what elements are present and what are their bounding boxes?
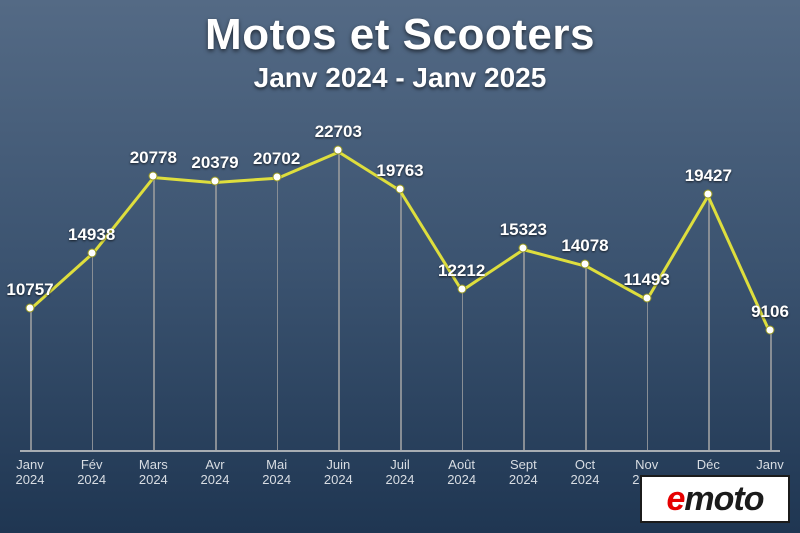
data-point [704,189,713,198]
data-point [149,171,158,180]
dropline [523,248,525,450]
x-axis-label: Sept2024 [509,458,538,488]
data-point [334,146,343,155]
chart-baseline [20,450,780,452]
dropline [215,181,217,450]
dropline [770,330,772,450]
logo-suffix: moto [684,480,763,519]
value-label: 11493 [623,270,669,290]
dropline [30,308,32,450]
line-chart: 10757 14938 20778 20379 20702 22703 19763 12212… [0,120,800,460]
value-label: 9106 [751,302,789,322]
dropline [338,150,340,450]
value-label: 19763 [376,161,423,181]
x-axis-label: Juil2024 [386,458,415,488]
value-label: 20778 [130,148,177,168]
x-axis-label: Mars2024 [139,458,168,488]
value-label: 19427 [685,166,732,186]
value-label: 14938 [68,225,115,245]
dropline [647,298,649,450]
value-label: 20702 [253,149,300,169]
x-axis-label: Oct2024 [571,458,600,488]
dropline [462,289,464,450]
line-segment [215,177,277,184]
data-point [642,294,651,303]
x-axis-label: Mai2024 [262,458,291,488]
data-point [396,185,405,194]
data-point [272,172,281,181]
data-point [457,284,466,293]
x-axis-label: Juin2024 [324,458,353,488]
data-point [87,248,96,257]
data-point [519,243,528,252]
data-point [581,260,590,269]
dropline [708,194,710,450]
value-label: 14078 [561,236,608,256]
page-title: Motos et Scooters [0,0,800,60]
dropline [400,189,402,450]
x-axis-label: Janv2024 [16,458,45,488]
data-point [211,176,220,185]
line-segment [153,176,215,184]
dropline [153,176,155,450]
value-label: 15323 [500,220,547,240]
emoto-logo: emoto [640,475,790,523]
x-axis-label: Fév2024 [77,458,106,488]
dropline [585,264,587,450]
data-point [26,304,35,313]
value-label: 22703 [315,122,362,142]
value-label: 20379 [191,153,238,173]
page-subtitle: Janv 2024 - Janv 2025 [0,62,800,94]
dropline [92,253,94,450]
dropline [277,177,279,450]
value-label: 12212 [438,261,485,281]
value-label: 10757 [6,280,53,300]
x-axis-label: Août2024 [447,458,476,488]
data-point [766,325,775,334]
logo-prefix: e [666,480,684,519]
x-axis-label: Avr2024 [201,458,230,488]
